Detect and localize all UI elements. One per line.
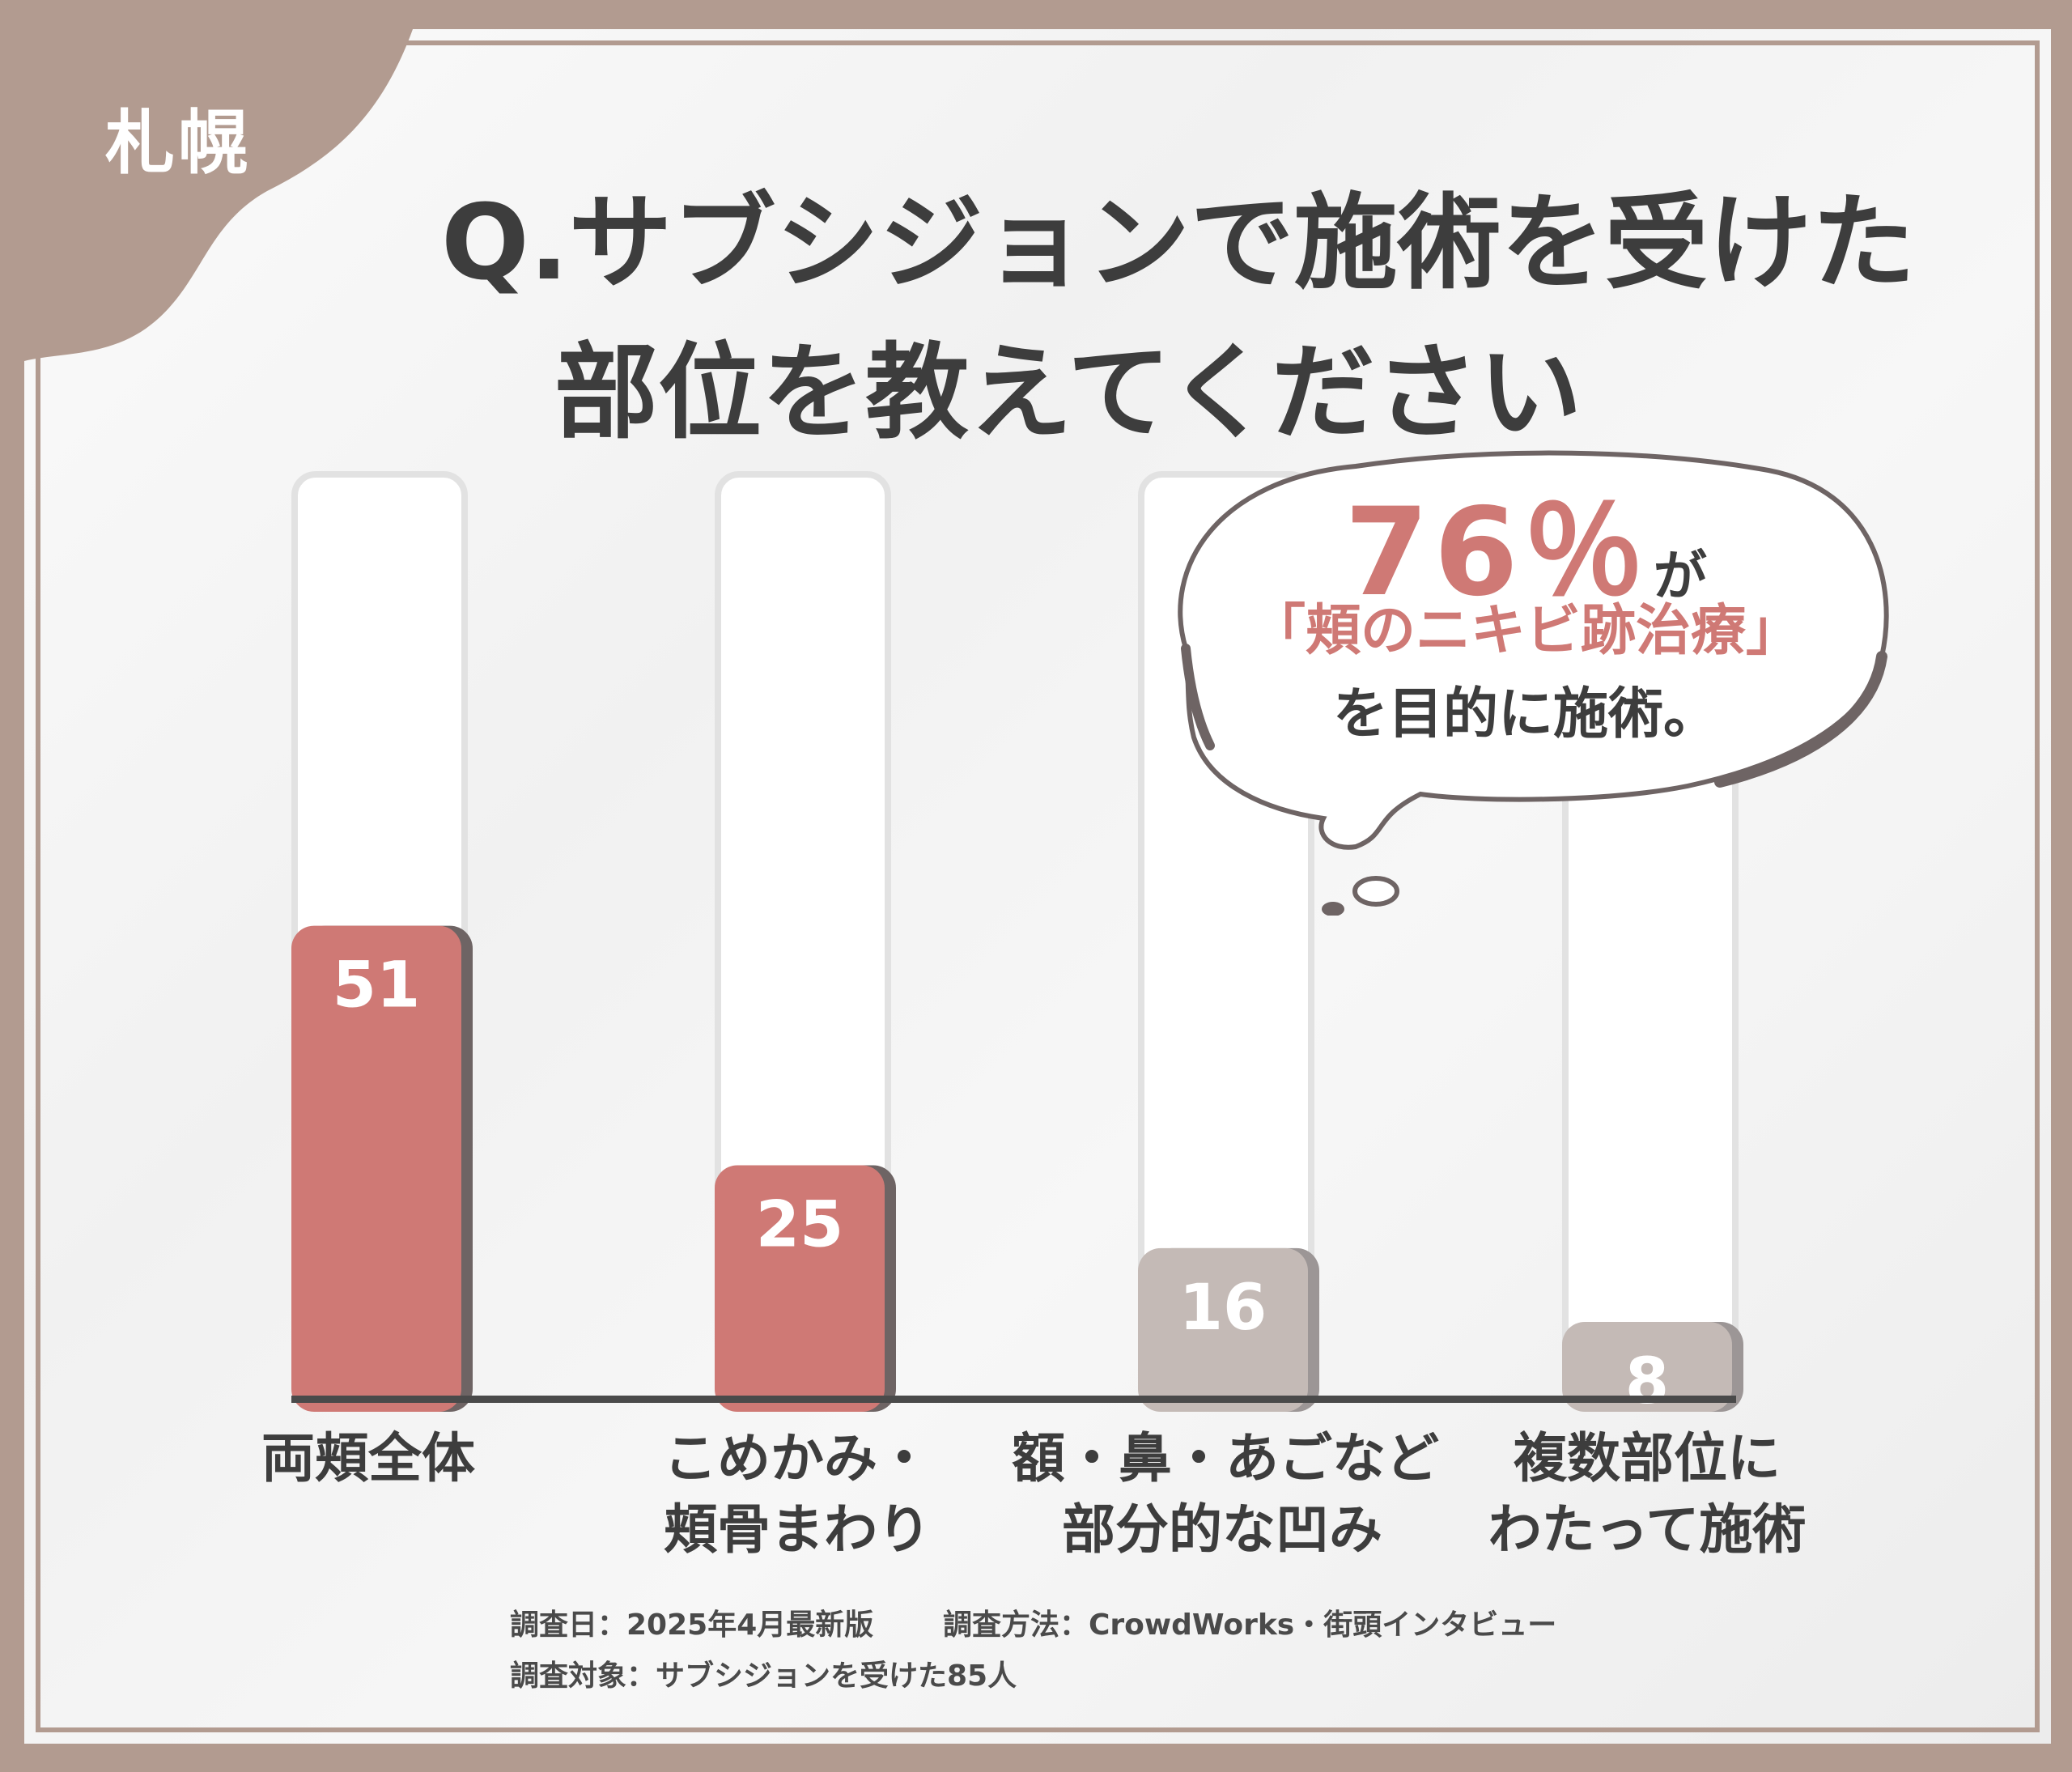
footer-survey-method: 調査方法：CrowdWorks・街頭インタビュー	[943, 1608, 1557, 1642]
bar-value-label-3: 16	[1179, 1272, 1267, 1345]
bar-4	[1562, 1321, 1732, 1412]
callout-percent-suffix: が	[1653, 545, 1707, 607]
x-tick-label-4: 複数部位にわたって施術	[1437, 1423, 1858, 1566]
x-tick-label-2: こめかみ・頬骨まわり	[587, 1423, 1008, 1566]
bar-value-label-4: 8	[1625, 1345, 1669, 1418]
bar-value-label-2: 25	[756, 1189, 844, 1262]
x-tick-label-4-line-2: わたって施術	[1488, 1498, 1807, 1561]
thought-bubble-callout: 76％ が 「頬のニキビ跡治療」 を目的に施術。	[1153, 446, 1898, 916]
x-tick-label-4-line-1: 複数部位に	[1514, 1427, 1781, 1489]
callout-percent-row: 76％ が	[1153, 454, 1898, 630]
callout-closing: を目的に施術。	[1332, 682, 1718, 746]
callout-percent: 76％	[1344, 482, 1650, 623]
x-tick-label-1-line-1: 両頬全体	[261, 1427, 475, 1489]
chart-frame: 札幌 Q.サブシジョンで施術を受けた 部位を教えてください 51 25 16 8 76…	[24, 29, 2051, 1744]
bar-2	[715, 1165, 885, 1412]
corner-tab	[24, 29, 413, 361]
x-tick-label-3-line-1: 額・鼻・あごなど	[1012, 1427, 1439, 1489]
bar-3	[1138, 1247, 1308, 1412]
bar-value-label-1: 51	[333, 950, 421, 1022]
chart-title-line-2: 部位を教えてください	[554, 333, 1582, 453]
chart-title-line-1: Q.サブシジョンで施術を受けた	[441, 183, 1916, 304]
x-tick-label-2-line-2: 頬骨まわり	[664, 1498, 931, 1561]
region-label: 札幌	[105, 103, 251, 184]
x-axis-line	[291, 1396, 1736, 1403]
x-tick-label-2-line-1: こめかみ・	[664, 1427, 931, 1489]
x-tick-label-3: 額・鼻・あごなど部分的な凹み	[1012, 1423, 1439, 1566]
footer-survey-date: 調査日：2025年4月最新版	[510, 1608, 874, 1642]
x-tick-label-1: 両頬全体	[158, 1423, 579, 1494]
x-tick-label-3-line-2: 部分的な凹み	[1062, 1498, 1382, 1561]
thought-bubble-shape	[1178, 450, 1889, 916]
callout-highlight: 「頬のニキビ跡治療」	[1250, 599, 1801, 663]
footer-survey-target: 調査対象：サブシジョンを受けた85人	[510, 1659, 1017, 1693]
bar-1	[291, 925, 461, 1412]
